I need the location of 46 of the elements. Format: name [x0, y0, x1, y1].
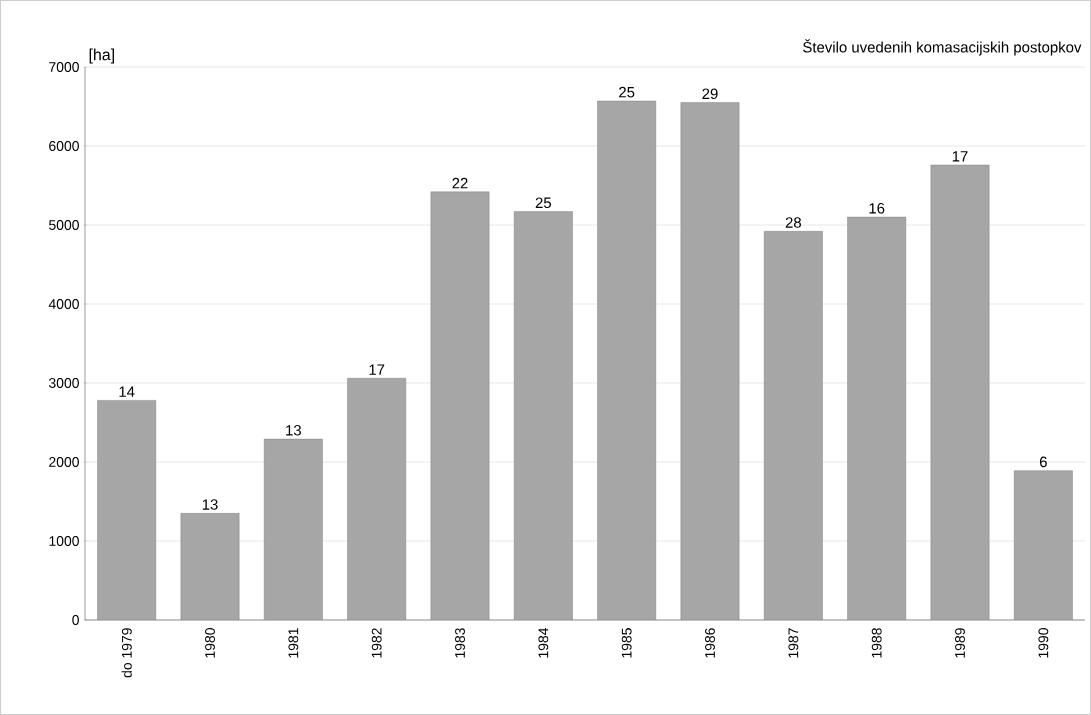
x-tick-label: 1983	[455, 628, 465, 658]
bar	[763, 231, 823, 620]
annotation: 17	[952, 151, 968, 162]
y-tick-label: 4000	[48, 299, 79, 309]
bar	[597, 100, 657, 620]
bar	[680, 102, 740, 620]
annotation: 6	[1039, 456, 1047, 468]
bar	[180, 513, 240, 620]
annotation: 22	[452, 177, 468, 189]
y-tick-label: 3000	[48, 378, 79, 388]
bar	[97, 400, 157, 620]
annotation: 25	[535, 197, 552, 209]
bar	[1013, 470, 1073, 620]
x-tick-label: do 1979	[121, 628, 132, 678]
bar	[847, 216, 907, 620]
x-tick-label: 1984	[538, 627, 549, 658]
x-tick-label: 1990	[1038, 628, 1049, 658]
y-axis-title: [ha]	[89, 48, 114, 64]
y-tick-label: 6000	[49, 141, 79, 151]
annotation: 28	[785, 217, 801, 228]
y-tick-label: 1000	[49, 536, 79, 546]
annotation: 25	[619, 86, 635, 98]
x-tick-label: 1986	[705, 628, 715, 658]
x-tick-label: 1982	[371, 628, 382, 658]
annotation: 13	[202, 499, 218, 510]
x-tick-label: 1980	[205, 628, 215, 658]
annotation: 17	[369, 364, 385, 375]
annotation: 13	[286, 424, 301, 436]
annotation: 16	[869, 203, 885, 214]
x-tick-label: 1985	[621, 628, 632, 658]
x-tick-label: 1989	[955, 628, 965, 658]
y-tick-label: 7000	[49, 62, 79, 72]
x-tick-label: 1987	[788, 628, 799, 658]
y-tick-label: 5000	[49, 220, 79, 230]
x-tick-label: 1981	[288, 628, 299, 658]
bar	[513, 211, 573, 620]
y-tick-label: 2000	[49, 457, 79, 467]
bar	[930, 164, 990, 620]
bar	[263, 438, 323, 620]
annotation: 29	[702, 88, 718, 100]
bar	[430, 191, 490, 620]
annotation: 14	[119, 386, 135, 397]
x-tick-label: 1988	[871, 628, 882, 658]
chart-title: Število uvedenih komasacijskih postopkov	[803, 39, 1082, 56]
bar	[347, 378, 407, 620]
y-tick-label: 0	[72, 615, 79, 625]
